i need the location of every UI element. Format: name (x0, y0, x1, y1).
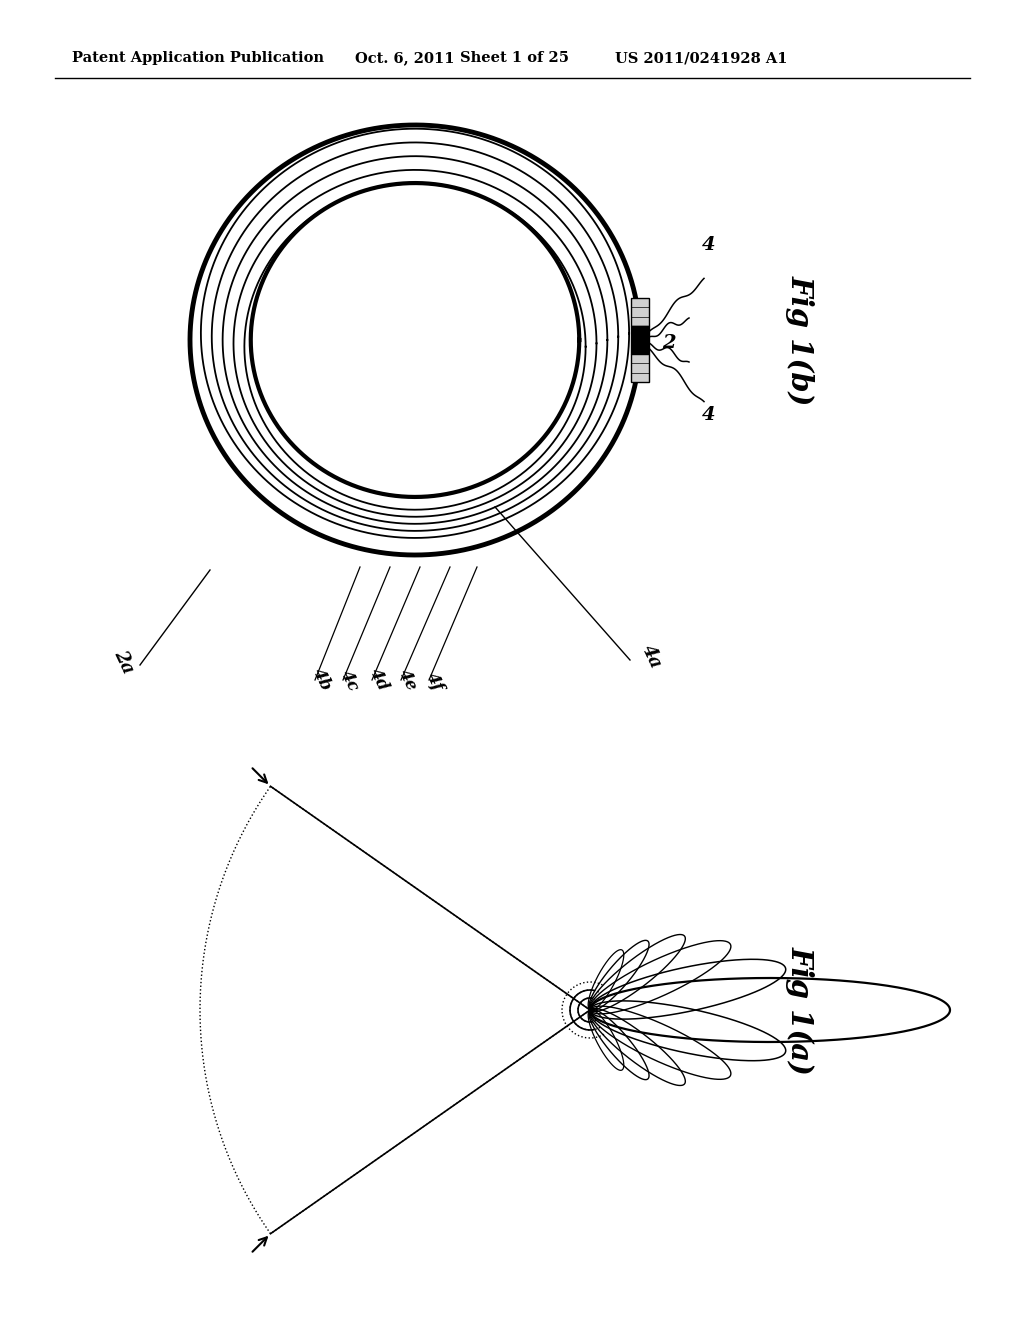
Text: Fig 1(b): Fig 1(b) (785, 275, 814, 405)
Text: 4a: 4a (638, 643, 665, 672)
Bar (631, 298, 649, 326)
Bar (631, 326, 649, 354)
Text: 4b: 4b (309, 665, 334, 694)
Text: Patent Application Publication: Patent Application Publication (72, 51, 324, 65)
Text: Sheet 1 of 25: Sheet 1 of 25 (460, 51, 569, 65)
Text: Oct. 6, 2011: Oct. 6, 2011 (355, 51, 455, 65)
Text: 2a: 2a (110, 648, 136, 677)
Text: 4: 4 (702, 407, 716, 424)
Text: 4e: 4e (395, 667, 420, 694)
Text: 4f: 4f (423, 669, 446, 694)
Text: 4: 4 (702, 236, 716, 253)
Text: US 2011/0241928 A1: US 2011/0241928 A1 (615, 51, 787, 65)
Text: 2: 2 (662, 334, 676, 352)
Bar (631, 354, 649, 381)
Text: 4d: 4d (366, 665, 391, 694)
Text: 4c: 4c (337, 667, 361, 694)
Text: Fig 1(a): Fig 1(a) (785, 945, 814, 1074)
